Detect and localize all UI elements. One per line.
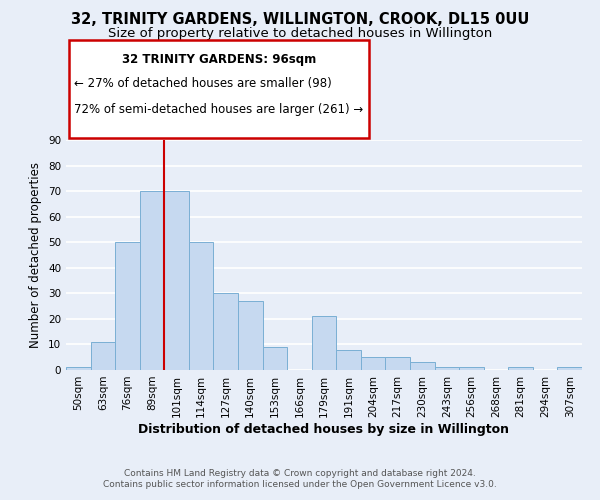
- Bar: [115, 242, 140, 370]
- Bar: [459, 368, 484, 370]
- Text: Size of property relative to detached houses in Willington: Size of property relative to detached ho…: [108, 28, 492, 40]
- Bar: [385, 357, 410, 370]
- Text: Contains HM Land Registry data © Crown copyright and database right 2024.: Contains HM Land Registry data © Crown c…: [124, 468, 476, 477]
- Text: ← 27% of detached houses are smaller (98): ← 27% of detached houses are smaller (98…: [74, 78, 332, 90]
- Bar: [140, 191, 164, 370]
- Bar: [434, 368, 459, 370]
- Bar: [66, 368, 91, 370]
- Text: 32, TRINITY GARDENS, WILLINGTON, CROOK, DL15 0UU: 32, TRINITY GARDENS, WILLINGTON, CROOK, …: [71, 12, 529, 28]
- Bar: [238, 301, 263, 370]
- Bar: [410, 362, 434, 370]
- Bar: [336, 350, 361, 370]
- Bar: [263, 347, 287, 370]
- Bar: [164, 191, 189, 370]
- Text: 32 TRINITY GARDENS: 96sqm: 32 TRINITY GARDENS: 96sqm: [122, 52, 316, 66]
- Text: 72% of semi-detached houses are larger (261) →: 72% of semi-detached houses are larger (…: [74, 102, 363, 116]
- X-axis label: Distribution of detached houses by size in Willington: Distribution of detached houses by size …: [139, 422, 509, 436]
- Bar: [189, 242, 214, 370]
- Bar: [557, 368, 582, 370]
- Bar: [91, 342, 115, 370]
- Text: Contains public sector information licensed under the Open Government Licence v3: Contains public sector information licen…: [103, 480, 497, 489]
- Y-axis label: Number of detached properties: Number of detached properties: [29, 162, 43, 348]
- Bar: [214, 294, 238, 370]
- Bar: [361, 357, 385, 370]
- Bar: [312, 316, 336, 370]
- Bar: [508, 368, 533, 370]
